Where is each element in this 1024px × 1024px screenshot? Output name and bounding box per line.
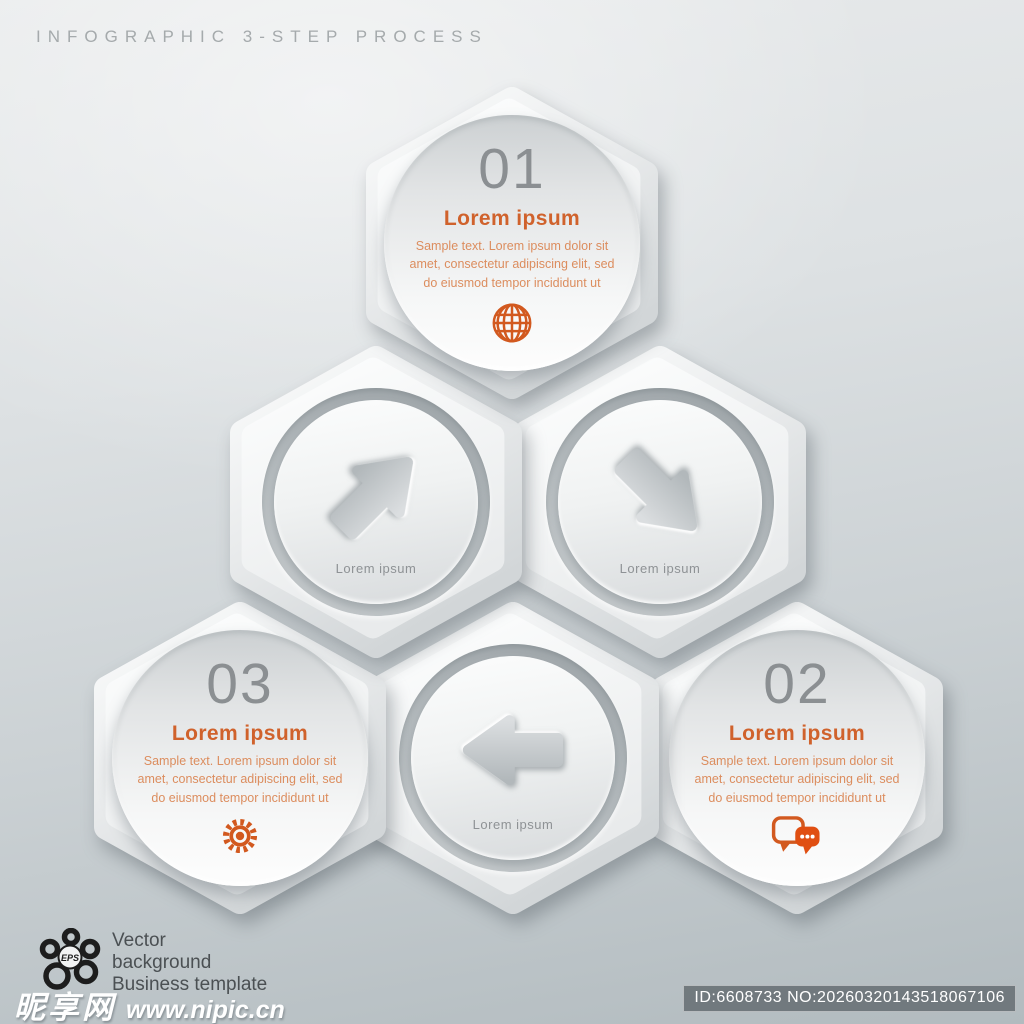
footer-caption: Vector background Business template [112, 930, 267, 996]
arrow-up-right-icon [330, 456, 414, 540]
connector-3-ring: Lorem ipsum [399, 644, 627, 872]
step-2-panel: 02 Lorem ipsum Sample text. Lorem ipsum … [669, 630, 925, 886]
connector-2-ring: Lorem ipsum [546, 388, 774, 616]
hexagon-connector-1: Lorem ipsum [230, 346, 522, 658]
arrow-left-icon [462, 715, 564, 785]
eps-vector-logo: EPS [39, 928, 101, 990]
hexagon-step-3: 03 Lorem ipsum Sample text. Lorem ipsum … [94, 602, 386, 914]
connector-3-label: Lorem ipsum [472, 817, 554, 832]
hexagon-step-1: 01 Lorem ipsum Sample text. Lorem ipsum … [366, 87, 658, 399]
step-3-panel: 03 Lorem ipsum Sample text. Lorem ipsum … [112, 630, 368, 886]
step-1-heading: Lorem ipsum [443, 207, 581, 230]
caption-line-2: background [112, 952, 212, 973]
step-1-number: 01 [478, 137, 546, 201]
eps-logo-label: EPS [61, 953, 79, 963]
step-1-body: Sample text. Lorem ipsum dolor sit amet,… [409, 239, 615, 290]
connector-2-disc: Lorem ipsum [558, 400, 762, 604]
caption-line-3: Business template [112, 974, 268, 995]
step-2-heading: Lorem ipsum [728, 722, 866, 745]
step-3-heading: Lorem ipsum [171, 722, 309, 745]
hexagon-step-2: 02 Lorem ipsum Sample text. Lorem ipsum … [651, 602, 943, 914]
connector-1-ring: Lorem ipsum [262, 388, 490, 616]
watermark-site-name: 昵享网 [14, 990, 116, 1024]
caption-line-1: Vector [112, 930, 166, 951]
image-id-badge: ID:6608733 NO:20260320143518067106 [683, 985, 1016, 1012]
step-3-number: 03 [206, 652, 274, 716]
page-title: INFOGRAPHIC 3-STEP PROCESS [36, 27, 488, 46]
gear-icon [222, 818, 258, 853]
step-3-body: Sample text. Lorem ipsum dolor sit amet,… [137, 754, 343, 805]
step-2-number: 02 [763, 652, 831, 716]
site-watermark: 昵享网 www.nipic.cn [14, 982, 285, 1024]
chat-bubbles-icon [771, 815, 820, 855]
watermark-url: www.nipic.cn [126, 996, 285, 1024]
hexagon-connector-3: Lorem ipsum [367, 602, 659, 914]
globe-icon [492, 303, 532, 343]
connector-3-disc: Lorem ipsum [411, 656, 615, 860]
connector-1-label: Lorem ipsum [335, 561, 417, 576]
connector-1-disc: Lorem ipsum [274, 400, 478, 604]
connector-2-label: Lorem ipsum [619, 561, 701, 576]
hexagon-connector-2: Lorem ipsum [514, 346, 806, 658]
step-2-body: Sample text. Lorem ipsum dolor sit amet,… [694, 754, 900, 805]
step-1-panel: 01 Lorem ipsum Sample text. Lorem ipsum … [384, 115, 640, 371]
arrow-down-right-icon [614, 448, 698, 532]
